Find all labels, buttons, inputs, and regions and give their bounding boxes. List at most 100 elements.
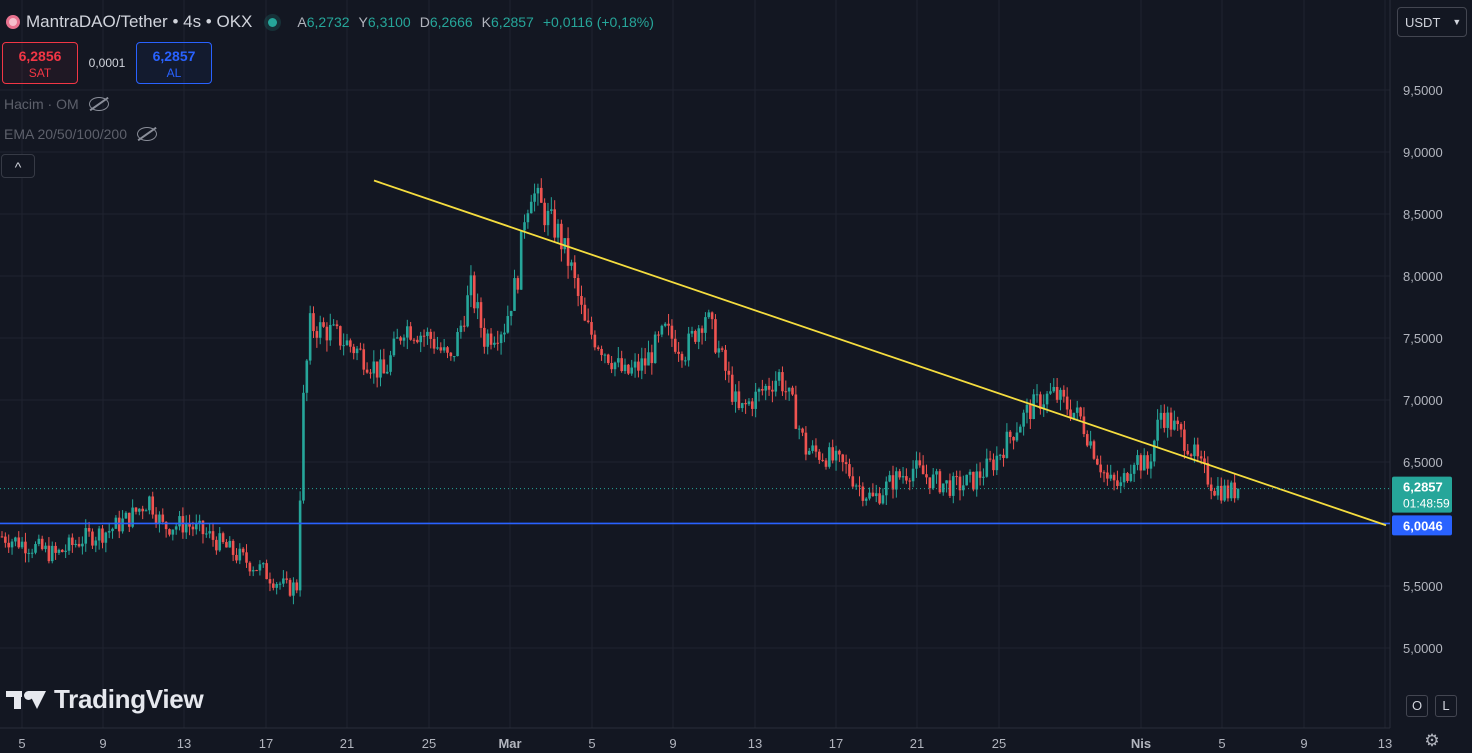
candle-body [550, 209, 553, 211]
ohlc-key: A [297, 14, 307, 30]
candle-body [272, 583, 275, 588]
candle-body [717, 348, 721, 353]
candle-body [483, 327, 486, 347]
log-scale-button[interactable]: O [1406, 695, 1428, 717]
candle-body [1082, 416, 1086, 435]
candle-body [811, 445, 814, 451]
candle-body [603, 354, 607, 356]
candle-body [1206, 462, 1210, 485]
chevron-down-icon: ▼ [1452, 17, 1462, 27]
indicator-label: Hacim · OM [4, 96, 79, 112]
candle-body [1049, 391, 1052, 394]
candle-body [74, 543, 77, 546]
candle-body [215, 539, 218, 551]
countdown-label: 01:48:59 [1403, 497, 1450, 511]
candle-body [412, 339, 416, 341]
candle-body [419, 335, 422, 343]
candle-body [1045, 393, 1049, 405]
candle-body [479, 302, 483, 328]
candle-body [452, 356, 456, 358]
candle-body [1169, 412, 1173, 430]
price-tick-label: 7,5000 [1403, 331, 1443, 346]
candle-body [519, 230, 523, 290]
eye-hidden-icon[interactable] [137, 127, 157, 141]
indicator-ema[interactable]: EMA 20/50/100/200 [4, 126, 157, 142]
currency-select[interactable]: USDT ▼ [1397, 7, 1467, 37]
candle-body [151, 496, 155, 515]
candle-body [1042, 404, 1046, 409]
candle-body [285, 578, 289, 580]
sell-button[interactable]: 6,2856 SAT [2, 42, 78, 84]
candle-body [24, 541, 27, 554]
candle-body [650, 352, 654, 364]
candle-body [1015, 432, 1019, 441]
ohlc-key: D [419, 14, 430, 30]
candle-body [831, 447, 834, 461]
time-tick-label: 13 [1378, 736, 1392, 751]
candle-body [928, 477, 932, 489]
eye-hidden-icon[interactable] [88, 97, 109, 111]
candle-body [627, 364, 630, 374]
candle-body [898, 471, 901, 478]
candle-body [727, 370, 731, 375]
candle-body [171, 529, 175, 535]
indicator-volume[interactable]: Hacim · OM [4, 96, 109, 112]
candle-body [1166, 412, 1169, 428]
candle-body [1008, 431, 1012, 437]
candle-body [968, 471, 972, 475]
candle-body [797, 428, 801, 430]
candle-body [908, 480, 912, 482]
coin-logo-icon [6, 15, 20, 29]
candle-body [288, 579, 292, 596]
candle-body [268, 579, 272, 584]
candle-body [40, 538, 44, 550]
candle-body [647, 352, 650, 366]
candle-body [938, 471, 942, 493]
candle-body [0, 536, 4, 538]
candle-body [1136, 455, 1139, 465]
candle-body [255, 570, 258, 572]
candle-body [1106, 472, 1109, 479]
settings-gear-icon[interactable]: ⚙ [1424, 731, 1440, 750]
candle-body [1079, 407, 1082, 417]
candle-body [623, 364, 627, 372]
candle-body [332, 324, 335, 326]
ohlc-value: 6,2857 [491, 14, 534, 30]
candle-body [265, 563, 268, 580]
candle-body [606, 354, 610, 363]
candle-body [131, 507, 134, 527]
candle-body [1096, 458, 1099, 465]
candle-body [144, 510, 148, 512]
candle-body [148, 496, 151, 511]
trend-line [373, 179, 1387, 527]
candle-body [714, 319, 717, 353]
candle-body [335, 324, 339, 327]
candle-body [305, 360, 309, 393]
ohlc-value: 6,3100 [367, 14, 411, 30]
candle-body [1152, 440, 1156, 462]
candle-body [771, 389, 774, 392]
time-tick-label: 9 [1300, 736, 1307, 751]
sell-label: SAT [28, 66, 52, 80]
candle-body [228, 540, 232, 548]
time-tick-label: 13 [748, 736, 762, 751]
candle-body [576, 278, 580, 296]
candle-body [884, 481, 888, 496]
candle-body [77, 543, 81, 547]
candle-body [874, 493, 878, 497]
collapse-indicators-button[interactable]: ^ [1, 154, 35, 178]
buy-button[interactable]: 6,2857 AL [136, 42, 212, 84]
candle-body [791, 387, 794, 395]
tradingview-watermark: TradingView [6, 684, 204, 715]
candle-body [533, 193, 536, 202]
candle-body [630, 367, 634, 374]
candle-body [680, 353, 684, 361]
auto-scale-button[interactable]: L [1435, 695, 1457, 717]
candle-body [117, 517, 121, 532]
candle-body [901, 476, 905, 478]
symbol-title[interactable]: MantraDAO/Tether • 4s • OKX [26, 12, 253, 31]
candle-body [339, 326, 342, 346]
candle-body [586, 320, 590, 323]
candle-body [1052, 386, 1056, 392]
